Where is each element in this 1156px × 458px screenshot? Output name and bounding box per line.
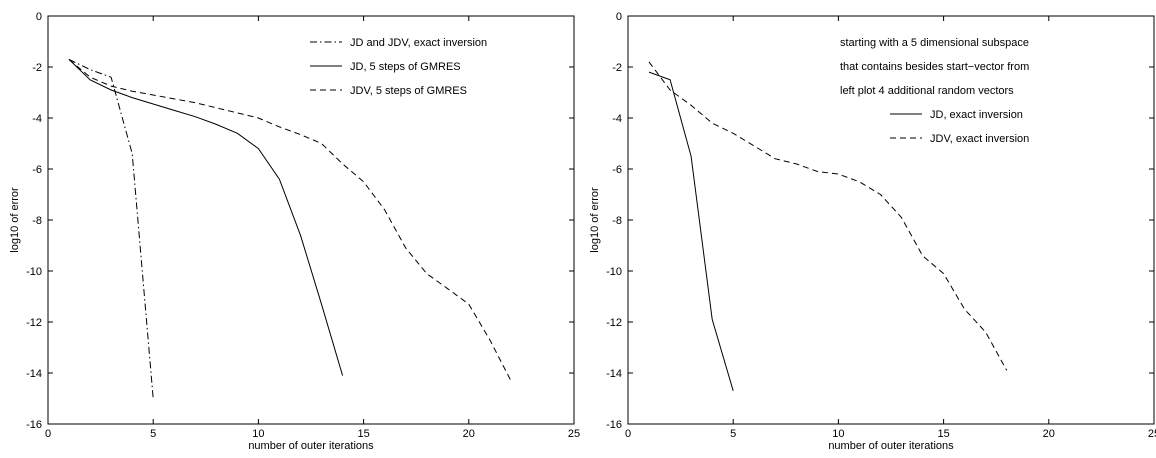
y-tick-label: 0 — [616, 11, 622, 23]
series-line-1 — [68, 58, 154, 399]
y-tick-label: 0 — [36, 11, 42, 23]
y-tick-label: -8 — [32, 215, 42, 227]
y-tick-label: -2 — [612, 62, 622, 74]
y-tick-label: -6 — [32, 164, 42, 176]
annotation-text: starting with a 5 dimensional subspace — [840, 37, 1029, 49]
x-tick-label: 0 — [625, 428, 631, 440]
y-tick-label: -12 — [606, 317, 622, 329]
x-tick-label: 5 — [730, 428, 736, 440]
x-tick-label: 0 — [45, 428, 51, 440]
legend-label-1: JD and JDV, exact inversion — [350, 37, 487, 49]
annotation-text: that contains besides start−vector from — [840, 61, 1029, 73]
legend-label-1: JD, exact inversion — [930, 109, 1023, 121]
y-tick-label: -4 — [32, 113, 42, 125]
plot-frame — [47, 15, 575, 425]
legend-label-3: JDV, 5 steps of GMRES — [350, 85, 467, 97]
x-tick-label: 25 — [1148, 428, 1156, 440]
y-tick-label: -16 — [26, 419, 42, 431]
y-tick-label: -14 — [26, 368, 42, 380]
y-tick-label: -14 — [606, 368, 622, 380]
y-tick-label: -12 — [26, 317, 42, 329]
x-tick-label: 10 — [832, 428, 844, 440]
x-axis-label: number of outer iterations — [248, 440, 374, 452]
y-tick-label: -8 — [612, 215, 622, 227]
y-tick-label: -6 — [612, 164, 622, 176]
x-axis-label: number of outer iterations — [828, 440, 954, 452]
legend-label-2: JD, 5 steps of GMRES — [350, 61, 461, 73]
plot-frame — [627, 15, 1155, 425]
y-axis-label: log10 of error — [589, 187, 601, 253]
y-tick-label: -10 — [26, 266, 42, 278]
x-tick-label: 15 — [937, 428, 949, 440]
y-tick-label: -16 — [606, 419, 622, 431]
series-line-2 — [68, 59, 344, 376]
y-tick-label: -2 — [32, 62, 42, 74]
x-tick-label: 15 — [357, 428, 369, 440]
series-line-3 — [68, 59, 512, 381]
x-tick-label: 20 — [463, 428, 475, 440]
y-tick-label: -4 — [612, 113, 622, 125]
chart-1: 0 5 10 15 20 25 0 -2 -4 -6 -8 -10 -12 -14 -16 number of… — [9, 11, 580, 452]
legend-label-2: JDV, exact inversion — [930, 133, 1029, 145]
x-tick-label: 25 — [568, 428, 580, 440]
annotation-text: left plot 4 additional random vectors — [840, 85, 1014, 97]
x-tick-label: 20 — [1043, 428, 1055, 440]
y-axis-label: log10 of error — [9, 187, 21, 253]
chart-2: 0 5 10 15 20 25 0 -2 -4 -6 -8 -10 -12 -14 -16 number of… — [589, 11, 1156, 452]
x-tick-label: 5 — [150, 428, 156, 440]
series-line-1 — [648, 71, 734, 391]
y-tick-label: -10 — [606, 266, 622, 278]
series-line-2 — [648, 61, 1008, 371]
x-tick-label: 10 — [252, 428, 264, 440]
